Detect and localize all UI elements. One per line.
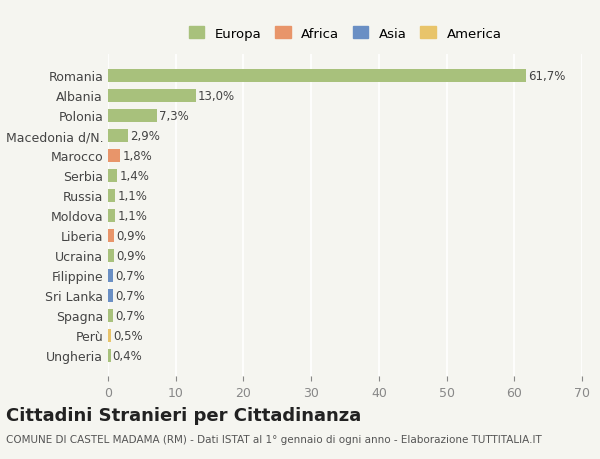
Bar — [108, 70, 526, 83]
Bar — [108, 229, 114, 242]
Text: 0,5%: 0,5% — [113, 329, 143, 342]
Legend: Europa, Africa, Asia, America: Europa, Africa, Asia, America — [185, 23, 505, 45]
Text: Cittadini Stranieri per Cittadinanza: Cittadini Stranieri per Cittadinanza — [6, 406, 361, 424]
Text: 0,7%: 0,7% — [115, 289, 145, 302]
Text: 0,7%: 0,7% — [115, 269, 145, 282]
Bar — [108, 189, 115, 202]
Text: 61,7%: 61,7% — [528, 70, 565, 83]
Text: 0,4%: 0,4% — [113, 349, 142, 362]
Bar — [108, 329, 112, 342]
Text: 13,0%: 13,0% — [198, 90, 235, 103]
Text: 2,9%: 2,9% — [130, 129, 160, 142]
Text: 0,7%: 0,7% — [115, 309, 145, 322]
Text: 1,4%: 1,4% — [119, 169, 149, 182]
Text: 1,8%: 1,8% — [122, 150, 152, 162]
Text: 1,1%: 1,1% — [118, 189, 148, 202]
Text: 0,9%: 0,9% — [116, 249, 146, 262]
Bar — [108, 90, 196, 102]
Bar — [108, 110, 157, 123]
Bar — [108, 150, 120, 162]
Bar — [108, 289, 113, 302]
Bar — [108, 309, 113, 322]
Bar — [108, 129, 128, 142]
Text: 1,1%: 1,1% — [118, 209, 148, 222]
Text: 7,3%: 7,3% — [160, 110, 189, 123]
Bar — [108, 169, 118, 182]
Bar — [108, 209, 115, 222]
Bar — [108, 349, 111, 362]
Bar — [108, 269, 113, 282]
Text: COMUNE DI CASTEL MADAMA (RM) - Dati ISTAT al 1° gennaio di ogni anno - Elaborazi: COMUNE DI CASTEL MADAMA (RM) - Dati ISTA… — [6, 434, 542, 443]
Bar — [108, 249, 114, 262]
Text: 0,9%: 0,9% — [116, 229, 146, 242]
